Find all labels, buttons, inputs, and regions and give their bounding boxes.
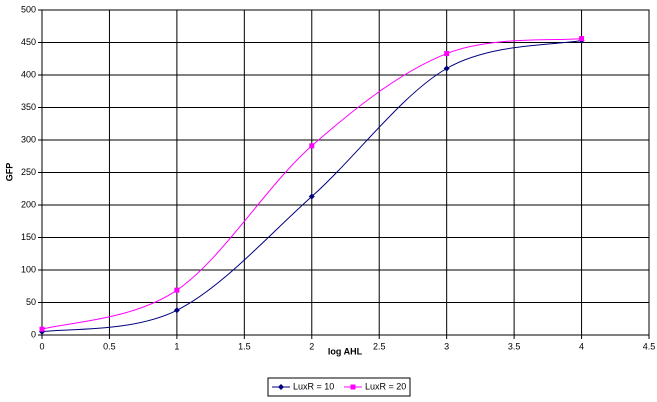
- x-tick-label: 4: [579, 341, 584, 351]
- x-tick-label: 2.5: [373, 341, 386, 351]
- x-tick-label: 2: [309, 341, 314, 351]
- x-tick-label: 3.5: [508, 341, 521, 351]
- marker: [39, 326, 45, 332]
- x-tick-label: 4.5: [643, 341, 656, 351]
- marker: [174, 287, 180, 293]
- y-tick-label: 0: [31, 329, 36, 339]
- y-axis-label: GFP: [4, 163, 14, 182]
- x-axis-label: log AHL: [328, 346, 363, 356]
- x-tick-label: 3: [444, 341, 449, 351]
- marker: [308, 193, 315, 200]
- y-tick-label: 50: [26, 297, 36, 307]
- y-tick-label: 450: [21, 37, 36, 47]
- x-tick-label: 1: [174, 341, 179, 351]
- x-tick-label: 0.5: [103, 341, 116, 351]
- y-tick-label: 250: [21, 167, 36, 177]
- y-tick-label: 350: [21, 102, 36, 112]
- legend-box: [267, 377, 411, 397]
- y-tick-label: 200: [21, 199, 36, 209]
- plot-border: [41, 9, 650, 336]
- x-tick-label: 1.5: [238, 341, 251, 351]
- marker: [309, 143, 315, 149]
- y-tick-label: 500: [21, 4, 36, 14]
- marker: [444, 51, 450, 57]
- legend-marker: [350, 384, 356, 390]
- legend-label: LuxR = 10: [293, 381, 334, 391]
- legend-label: LuxR = 20: [365, 381, 406, 391]
- y-tick-label: 300: [21, 134, 36, 144]
- x-tick-label: 0: [39, 341, 44, 351]
- series-line: [41, 38, 582, 330]
- y-tick-label: 400: [21, 69, 36, 79]
- marker: [173, 307, 180, 314]
- marker: [579, 36, 585, 42]
- y-tick-label: 100: [21, 264, 36, 274]
- legend-marker: [278, 384, 284, 390]
- marker: [443, 65, 450, 72]
- y-tick-label: 150: [21, 232, 36, 242]
